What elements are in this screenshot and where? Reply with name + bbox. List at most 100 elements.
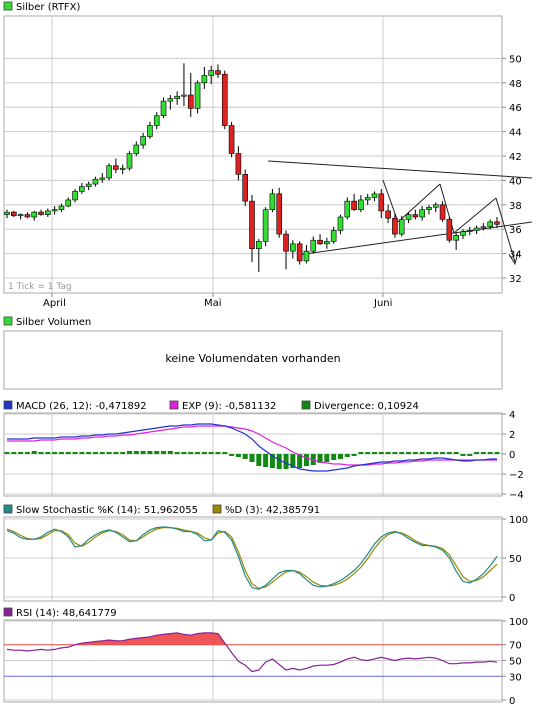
divergence-bar xyxy=(92,452,98,454)
candle-down xyxy=(38,211,44,215)
candle-up xyxy=(174,95,180,99)
price-y-axis: 32 34 36 38 40 42 44 46 48 50 xyxy=(502,54,522,285)
divergence-bar xyxy=(440,452,446,454)
candle-up xyxy=(160,100,167,117)
candle-down xyxy=(11,211,17,217)
candle-up xyxy=(398,219,405,235)
divergence-bar xyxy=(358,452,364,454)
price-legend: Silber (RTFX) xyxy=(16,2,81,13)
divergence-bar xyxy=(127,451,132,454)
candle-up xyxy=(480,226,487,229)
divergence-bar xyxy=(406,452,412,454)
candle-up xyxy=(119,167,126,170)
candle-up xyxy=(58,205,65,210)
divergence-bar xyxy=(99,452,105,454)
candle-up xyxy=(337,216,344,231)
divergence-bar xyxy=(229,454,235,456)
divergence-bar xyxy=(480,452,486,454)
divergence-bar xyxy=(426,452,432,454)
candle-up xyxy=(45,210,51,215)
price-candles xyxy=(4,63,500,272)
divergence-bar xyxy=(174,452,180,454)
candle-up xyxy=(303,250,310,262)
trendline-upper xyxy=(267,160,533,179)
candle-down xyxy=(494,221,500,225)
candle-down xyxy=(392,217,398,235)
trendline-zigzag xyxy=(453,197,497,234)
volume-legend: Silber Volumen xyxy=(16,317,91,328)
macd-panel: MACD (26, 12): -0,471892 EXP (9): -0,581… xyxy=(3,400,524,501)
stoch-panel: Slow Stochastic %K (14): 51,962055 %D (3… xyxy=(3,504,528,604)
divergence-bar xyxy=(58,452,64,454)
stoch-grid xyxy=(4,517,502,601)
divergence-legend-swatch xyxy=(301,400,311,410)
price-x-axis: April Mai Juni xyxy=(43,293,392,309)
candle-up xyxy=(153,115,160,126)
divergence-bar xyxy=(18,452,24,454)
stoch-y-axis: 100 50 0 xyxy=(502,515,528,604)
rsi-grid xyxy=(4,620,502,702)
divergence-bar xyxy=(120,452,126,454)
divergence-bar xyxy=(24,452,30,454)
candle-up xyxy=(262,209,269,242)
price-panel: Silber (RTFX) 1 Tick = 1 Tag 32 34 36 38 40 4… xyxy=(3,1,533,309)
divergence-bar xyxy=(331,454,337,460)
y-tick-label: 42 xyxy=(509,152,522,163)
divergence-bar xyxy=(208,452,214,454)
candle-up xyxy=(17,214,24,217)
candle-up xyxy=(51,209,58,212)
candle-up xyxy=(126,153,133,169)
stoch-k-legend: Slow Stochastic %K (14): 51,962055 xyxy=(16,505,198,516)
y-tick-label: 50 xyxy=(509,554,522,565)
divergence-bar xyxy=(140,451,146,454)
divergence-bar xyxy=(86,452,92,454)
candle-up xyxy=(133,144,140,154)
divergence-bar xyxy=(351,454,357,456)
divergence-bar xyxy=(460,454,466,456)
divergence-bar xyxy=(337,454,343,459)
divergence-legend: Divergence: 0,10924 xyxy=(314,401,419,412)
candle-down xyxy=(351,200,357,210)
divergence-bar xyxy=(453,452,459,454)
divergence-bar xyxy=(52,452,58,454)
macd-line xyxy=(7,423,497,472)
y-tick-label: 4 xyxy=(509,410,515,421)
divergence-bar xyxy=(446,452,452,454)
rsi-series xyxy=(6,632,498,673)
price-trendlines xyxy=(267,160,533,266)
y-tick-label: 100 xyxy=(509,617,528,628)
divergence-bar xyxy=(344,454,350,457)
divergence-bar xyxy=(215,452,221,454)
candle-down xyxy=(215,70,221,75)
divergence-bar xyxy=(11,452,17,454)
divergence-bar xyxy=(256,454,262,466)
exp-legend: EXP (9): -0,581132 xyxy=(182,401,276,412)
candle-up xyxy=(364,197,371,201)
y-tick-label: 32 xyxy=(509,274,522,285)
rsi-line xyxy=(6,632,498,673)
divergence-bar xyxy=(161,451,167,454)
volume-no-data-message: keine Volumendaten vorhanden xyxy=(165,352,340,365)
y-tick-label: 50 xyxy=(509,657,522,668)
trendline-lower xyxy=(297,221,533,256)
divergence-bar xyxy=(45,452,51,454)
exp-legend-swatch xyxy=(169,400,179,410)
candle-up xyxy=(85,183,92,187)
divergence-bar xyxy=(283,454,289,469)
stoch-plot-frame xyxy=(3,516,503,602)
divergence-bar xyxy=(188,452,194,454)
candle-up xyxy=(453,235,459,241)
trendline-forecast xyxy=(495,197,516,263)
divergence-bar xyxy=(235,454,241,457)
candle-up xyxy=(344,200,351,218)
candle-down xyxy=(276,193,283,235)
candle-down xyxy=(242,174,248,202)
divergence-bar xyxy=(222,452,228,454)
divergence-bar xyxy=(181,452,187,454)
y-tick-label: 34 xyxy=(509,250,522,261)
y-tick-label: −2 xyxy=(509,470,524,481)
x-tick-label: Juni xyxy=(373,298,392,309)
divergence-bar xyxy=(65,452,71,454)
candle-down xyxy=(221,73,228,126)
divergence-bar xyxy=(72,452,78,454)
